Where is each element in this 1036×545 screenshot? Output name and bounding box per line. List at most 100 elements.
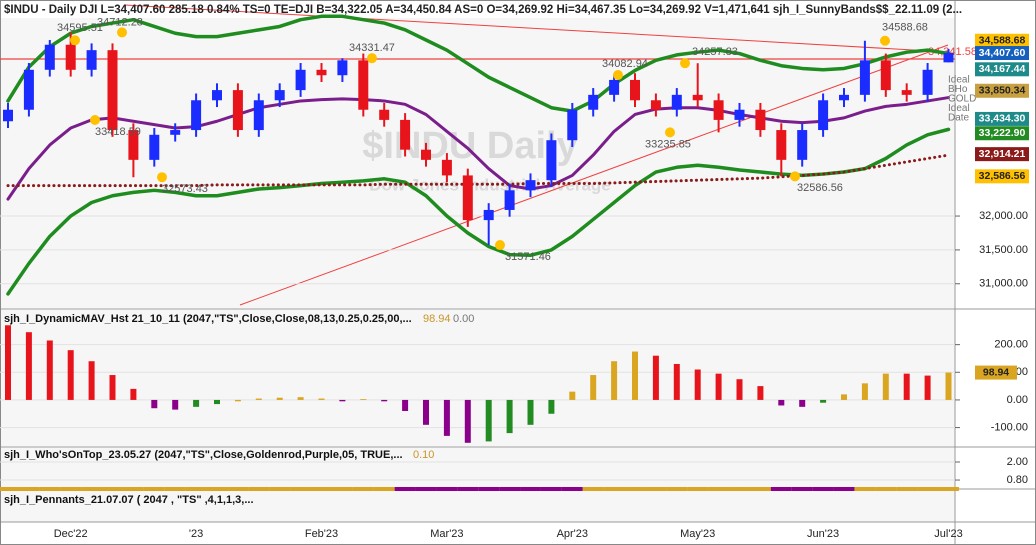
hist-bar <box>339 399 346 402</box>
hist-bar <box>464 399 471 443</box>
candle-body <box>107 50 118 131</box>
pennant-cell <box>60 487 82 491</box>
hist-bar <box>736 379 743 400</box>
y-tick-label: -100.00 <box>991 421 1028 433</box>
pennant-cell <box>185 487 207 491</box>
pennant-cell <box>102 487 123 491</box>
readout: 0.00 <box>453 313 474 325</box>
pennant-cell <box>436 487 458 491</box>
pennant-cell <box>478 487 500 491</box>
hist-bar <box>423 399 429 425</box>
price-flag <box>975 169 1029 184</box>
pennant-panel <box>0 490 955 522</box>
pivot-marker <box>367 53 377 64</box>
pennant-cell <box>561 487 583 491</box>
pennant-cell <box>729 487 750 491</box>
candle-body <box>191 100 202 131</box>
candle-body <box>483 209 494 221</box>
pivot-label: 34588.68 <box>882 22 928 34</box>
candle-body <box>253 100 264 131</box>
hist-bar <box>715 373 722 400</box>
pennant-cell <box>708 487 730 491</box>
hist-bar <box>214 399 220 405</box>
hist-bar <box>569 391 576 400</box>
hist-bar <box>548 399 555 414</box>
side-label: Ideal <box>948 75 970 86</box>
hist-bar <box>151 399 158 409</box>
pennant-cell <box>81 487 103 491</box>
panel-title: sjh_I_Pennants_21.07.07 ( 2047 , "TS" ,4… <box>4 494 254 506</box>
hist-bar <box>276 397 283 400</box>
y-tick-label: 32,000.00 <box>979 210 1028 222</box>
trend-line <box>124 4 949 53</box>
pennant-cell <box>520 487 541 491</box>
pivot-marker <box>790 171 800 182</box>
candle-body <box>400 119 411 150</box>
y-tick-label: 31,000.00 <box>979 278 1028 290</box>
candle-body <box>421 149 431 160</box>
pennant-cell <box>749 487 771 491</box>
price-flag-label: 34,588.68 <box>979 35 1026 47</box>
candle-body <box>776 130 787 160</box>
side-label: GOLD <box>948 94 976 105</box>
candle-body <box>295 69 306 91</box>
candle-body <box>379 109 390 120</box>
who-panel <box>0 448 955 488</box>
x-tick-label: Jul'23 <box>934 528 962 540</box>
pennant-cell <box>603 487 625 491</box>
hist-bar <box>25 332 32 400</box>
indicator-line <box>6 96 950 201</box>
hist-bar <box>527 399 534 425</box>
x-tick-label: Mar'23 <box>430 528 463 540</box>
candle-body <box>588 94 599 110</box>
pennant-cell <box>0 487 19 491</box>
candle-body <box>755 109 766 131</box>
hist-bar <box>903 373 910 400</box>
value-flag-label: 98.94 <box>983 366 1009 378</box>
price-flag-label: 32,914.21 <box>979 148 1026 160</box>
hist-bar <box>924 375 931 400</box>
price-flag <box>975 126 1029 141</box>
pennant-cell <box>687 487 709 491</box>
candle-body <box>671 94 682 110</box>
pennant-cell <box>269 487 291 491</box>
hist-bar <box>757 386 764 400</box>
hist-bar <box>5 325 11 400</box>
pennant-cell <box>917 487 939 491</box>
pennant-cell <box>352 487 374 491</box>
candle-body <box>609 79 620 95</box>
pivot-marker <box>613 70 623 81</box>
side-label: BHo <box>948 84 968 95</box>
price-flag-label: 33,222.90 <box>979 127 1026 139</box>
pivot-label: 32573.43 <box>162 183 208 195</box>
x-tick-label: Feb'23 <box>305 528 338 540</box>
hist-panel <box>0 310 955 446</box>
hist-bar <box>255 398 262 400</box>
pivot-label: 34595.51 <box>57 22 103 34</box>
candle-body <box>316 69 327 76</box>
candle-body <box>839 94 849 101</box>
candle-body <box>901 90 912 95</box>
pivot-label: 31571.46 <box>505 251 551 263</box>
hist-bar <box>945 372 952 400</box>
hist-bar <box>381 399 388 402</box>
candle-body <box>65 44 76 70</box>
pennant-cell <box>833 487 855 491</box>
price-flag-label: 34,407.60 <box>979 47 1026 59</box>
candle-body <box>650 100 661 110</box>
candle-body <box>880 60 891 91</box>
y-tick-label: 2.00 <box>1007 456 1028 468</box>
pennant-cell <box>18 487 40 491</box>
candle-body <box>797 130 808 160</box>
candle-body <box>232 90 243 131</box>
hist-bar <box>485 399 492 442</box>
y-tick-label: 200.00 <box>994 339 1028 351</box>
hist-bar <box>861 383 868 400</box>
hist-bar <box>799 399 806 407</box>
hist-bar <box>67 350 74 400</box>
pivot-label: 34331.47 <box>349 42 395 54</box>
pivot-label: 32586.56 <box>797 182 843 194</box>
candle-body <box>149 134 160 160</box>
panel-title: sjh_I_DynamicMAV_Hst 21_10_11 (2047,"TS"… <box>4 313 412 325</box>
hist-bar <box>673 363 680 400</box>
